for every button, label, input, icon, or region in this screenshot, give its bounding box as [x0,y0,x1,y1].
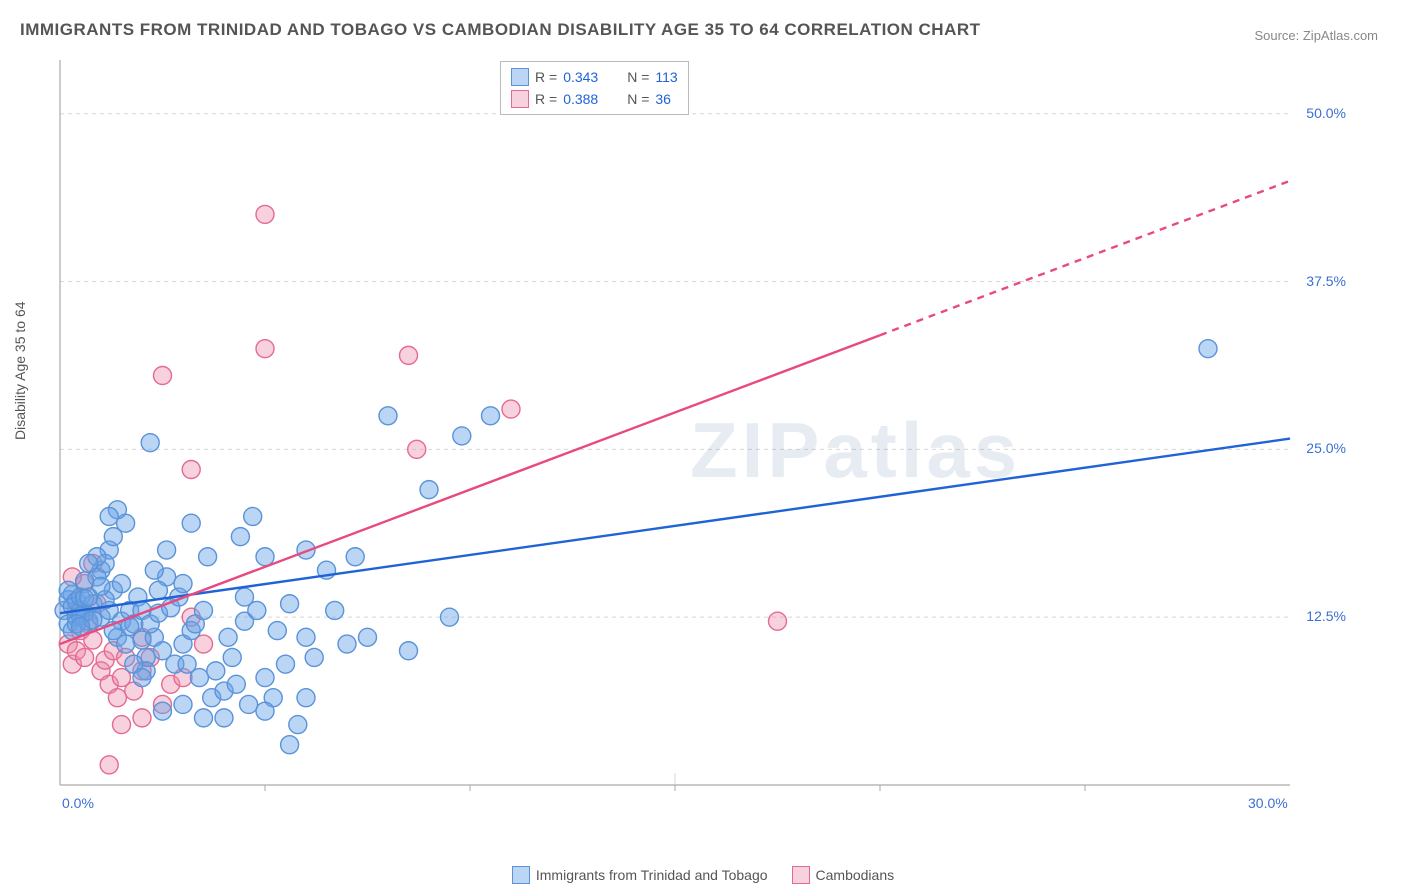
y-tick-label: 25.0% [1306,440,1346,456]
legend-swatch [792,866,810,884]
y-tick-label: 12.5% [1306,608,1346,624]
chart-area: ZIPatlas R =0.343N =113R =0.388N =36 12.… [50,55,1350,825]
r-value: 0.388 [563,91,613,107]
x-tick-label: 0.0% [62,795,94,811]
series-legend-item: Cambodians [792,866,895,884]
source-label: Source: ZipAtlas.com [1254,28,1378,43]
legend-swatch [511,90,529,108]
stats-legend-row: R = 0.388 N = 36 [511,88,678,110]
n-label: N = [627,69,649,85]
y-tick-label: 37.5% [1306,273,1346,289]
y-axis-label: Disability Age 35 to 64 [12,301,28,440]
n-value: 36 [655,91,671,107]
stats-legend: R = 0.343 N = 113 R = 0.388 N = 36 [500,61,689,115]
legend-swatch [512,866,530,884]
series-legend-item: Immigrants from Trinidad and Tobago [512,866,768,884]
y-tick-label: 50.0% [1306,105,1346,121]
r-value: 0.343 [563,69,613,85]
legend-swatch [511,68,529,86]
scatter-chart [50,55,1350,825]
chart-title: IMMIGRANTS FROM TRINIDAD AND TOBAGO VS C… [20,20,981,40]
series-label: Immigrants from Trinidad and Tobago [536,867,768,883]
x-tick-label: 30.0% [1248,795,1288,811]
series-label: Cambodians [816,867,895,883]
r-label: R = [535,91,557,107]
n-label: N = [627,91,649,107]
series-legend: Immigrants from Trinidad and Tobago Cambo… [0,866,1406,884]
n-value: 113 [655,69,677,85]
stats-legend-row: R = 0.343 N = 113 [511,66,678,88]
r-label: R = [535,69,557,85]
